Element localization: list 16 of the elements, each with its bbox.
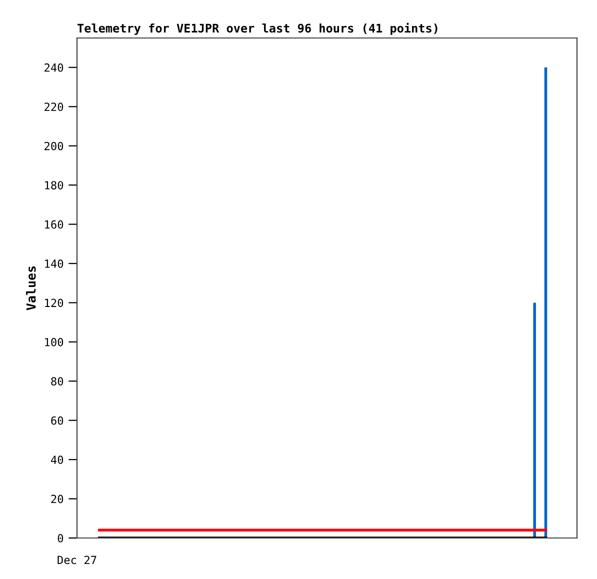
y-tick-label: 240 <box>44 63 64 72</box>
y-tick-label: 200 <box>44 142 64 150</box>
text: Dec 27 <box>58 556 96 564</box>
y-tick-label: 20 <box>51 494 64 504</box>
y-tick-label: 180 <box>45 181 64 190</box>
y-tick-label: 60 <box>51 416 64 425</box>
y-tick-label: 220 <box>44 102 64 112</box>
y-axis-title: Values <box>26 266 36 310</box>
y-tick-label: 140 <box>45 259 64 268</box>
y-tick-label: 40 <box>50 456 64 464</box>
y-tick-label: 100 <box>45 338 64 346</box>
y-tick-label: 160 <box>45 220 64 229</box>
chart-title: Telemetry for VE1JPR over last 96 hours (41 points) <box>78 22 438 35</box>
y-tick-label: 0 <box>58 534 64 542</box>
y-tick-label: 120 <box>45 298 64 308</box>
y-tick-label: 80 <box>51 377 64 386</box>
